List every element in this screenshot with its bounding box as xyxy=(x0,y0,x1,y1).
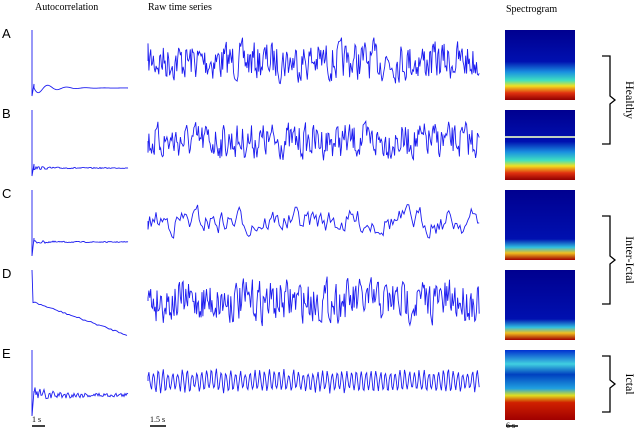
header: Raw time series xyxy=(148,2,212,13)
bracket xyxy=(602,355,617,413)
spectrogram xyxy=(505,110,575,180)
row-label: E xyxy=(2,346,11,361)
header: Autocorrelation xyxy=(35,2,98,13)
raw-trace xyxy=(147,204,480,239)
autocorrelation-trace xyxy=(31,350,129,417)
row-label: D xyxy=(2,266,11,281)
bracket xyxy=(602,215,617,305)
raw-trace xyxy=(147,37,480,85)
autocorrelation-trace xyxy=(31,190,129,257)
autocorrelation-trace xyxy=(31,30,129,97)
scale-label: 1 s xyxy=(32,415,41,424)
scale-label: 1.5 s xyxy=(150,415,165,424)
bracket xyxy=(602,55,617,145)
group-label: Ictal xyxy=(623,373,637,395)
raw-trace xyxy=(147,276,480,327)
spectrogram xyxy=(505,270,575,340)
spectrogram xyxy=(505,190,575,260)
header: Spectrogram xyxy=(506,4,557,15)
scale-label: 6 s xyxy=(506,421,515,430)
spectrogram xyxy=(505,30,575,100)
autocorrelation-trace xyxy=(31,110,129,177)
group-label: Inter-Ictal xyxy=(623,236,637,284)
autocorrelation-trace xyxy=(31,269,128,336)
spectrogram xyxy=(505,350,575,420)
raw-trace xyxy=(147,120,480,161)
group-label: Healthy xyxy=(623,81,637,119)
row-label: B xyxy=(2,106,11,121)
raw-trace xyxy=(147,368,480,394)
row-label: C xyxy=(2,186,11,201)
row-label: A xyxy=(2,26,11,41)
